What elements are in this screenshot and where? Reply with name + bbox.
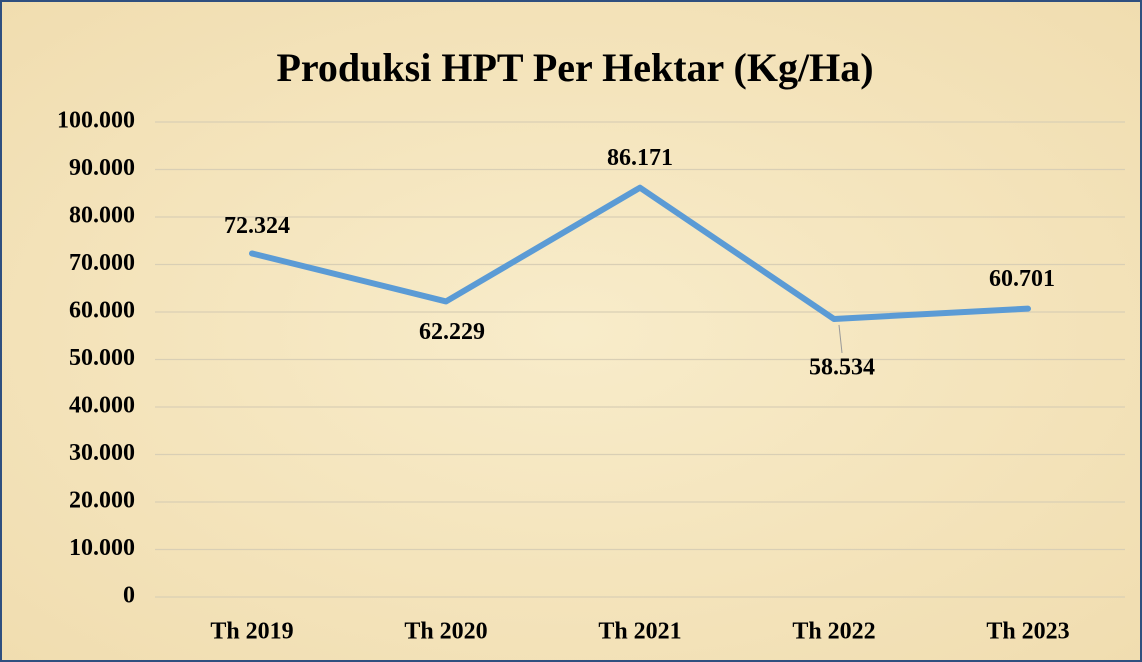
y-tick-label: 70.000 (69, 250, 135, 276)
data-line (249, 184, 1031, 322)
chart-title: Produksi HPT Per Hektar (Kg/Ha) (276, 45, 873, 90)
data-label: 86.171 (607, 145, 673, 171)
y-tick-label: 100.000 (57, 108, 135, 134)
y-tick-label: 80.000 (69, 203, 135, 229)
y-tick-label: 30.000 (69, 440, 135, 466)
y-tick-label: 0 (123, 583, 135, 609)
data-label: 60.701 (989, 266, 1055, 292)
x-tick-label: Th 2022 (792, 619, 875, 645)
y-tick-label: 10.000 (69, 535, 135, 561)
y-tick-label: 90.000 (69, 155, 135, 181)
y-tick-label: 20.000 (69, 488, 135, 514)
data-label: 72.324 (224, 213, 290, 239)
y-tick-label: 60.000 (69, 298, 135, 324)
y-tick-label: 40.000 (69, 393, 135, 419)
data-label: 58.534 (809, 354, 875, 380)
x-tick-label: Th 2020 (404, 619, 487, 645)
x-tick-label: Th 2019 (210, 619, 293, 645)
data-label: 62.229 (419, 319, 485, 345)
leader-line (838, 324, 843, 354)
x-tick-label: Th 2021 (598, 619, 681, 645)
y-tick-label: 50.000 (69, 345, 135, 371)
x-tick-label: Th 2023 (986, 619, 1069, 645)
